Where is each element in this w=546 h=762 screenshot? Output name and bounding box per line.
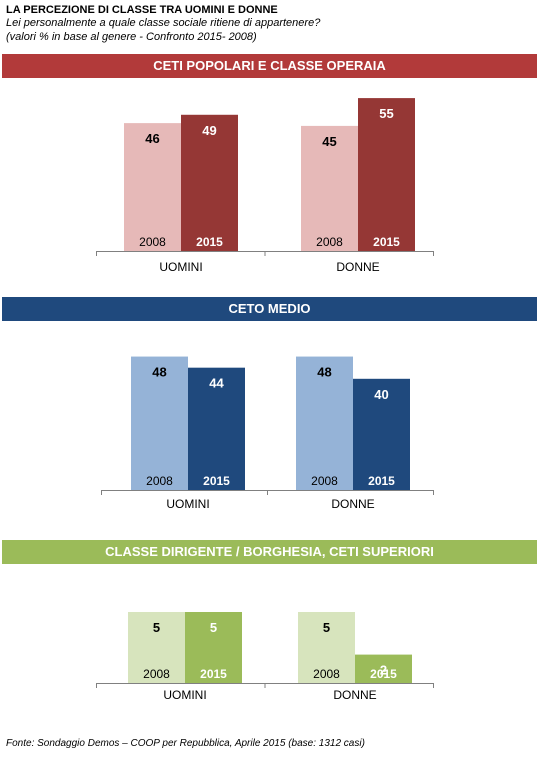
banner-ceti-popolari: CETI POPOLARI E CLASSE OPERAIA xyxy=(2,54,537,78)
series-year-label: 2015 xyxy=(203,474,230,488)
bar-2015-donne xyxy=(353,378,410,490)
data-label: 5 xyxy=(153,620,160,635)
data-label: 48 xyxy=(317,365,331,380)
series-year-label: 2008 xyxy=(143,667,170,681)
series-year-label: 2015 xyxy=(368,474,395,488)
data-label: 48 xyxy=(152,365,166,380)
series-year-label: 2015 xyxy=(200,667,227,681)
data-label: 49 xyxy=(202,123,216,138)
chart-ceti-popolari: 46 2008 49 2015 UOMINI 45 2008 55 2015 DONNE xyxy=(96,98,434,274)
category-label: UOMINI xyxy=(166,497,209,511)
data-label: 40 xyxy=(374,387,388,402)
category-label: DONNE xyxy=(333,688,376,702)
bar-2008-uomini xyxy=(131,356,188,490)
series-year-label: 2008 xyxy=(313,667,340,681)
bar-2008-donne xyxy=(298,612,355,683)
data-label: 44 xyxy=(209,376,224,391)
series-year-label: 2008 xyxy=(139,235,166,249)
series-year-label: 2015 xyxy=(370,667,397,681)
bar-2015-uomini xyxy=(185,612,242,683)
note-subtitle: (valori % in base al genere - Confronto … xyxy=(6,31,257,43)
bar-2015-donne xyxy=(355,654,412,683)
data-label: 55 xyxy=(379,106,393,121)
data-label: 5 xyxy=(323,620,330,635)
series-year-label: 2008 xyxy=(311,474,338,488)
bar-2008-uomini xyxy=(128,612,185,683)
source-footnote: Fonte: Sondaggio Demos – COOP per Repubb… xyxy=(6,738,365,749)
bar-2015-uomini xyxy=(181,114,238,251)
category-label: DONNE xyxy=(336,260,379,274)
bar-2008-donne xyxy=(301,125,358,251)
banner-ceto-medio: CETO MEDIO xyxy=(2,297,537,321)
data-label: 45 xyxy=(322,134,336,149)
question-subtitle: Lei personalmente a quale classe sociale… xyxy=(6,17,321,29)
data-label: 46 xyxy=(145,131,159,146)
series-year-label: 2008 xyxy=(146,474,173,488)
page-title: LA PERCEZIONE DI CLASSE TRA UOMINI E DON… xyxy=(6,4,278,16)
series-year-label: 2015 xyxy=(373,235,400,249)
bar-2008-donne xyxy=(296,356,353,490)
category-label: DONNE xyxy=(331,497,374,511)
series-year-label: 2008 xyxy=(316,235,343,249)
bar-2015-uomini xyxy=(188,367,245,490)
category-label: UOMINI xyxy=(159,260,202,274)
category-label: UOMINI xyxy=(163,688,206,702)
data-label: 5 xyxy=(210,620,217,635)
banner-classe-dirigente: CLASSE DIRIGENTE / BORGHESIA, CETI SUPER… xyxy=(2,540,537,564)
series-year-label: 2015 xyxy=(196,235,223,249)
bar-2015-donne xyxy=(358,98,415,251)
data-label: 2 xyxy=(380,663,387,678)
chart-ceto-medio: 48 2008 44 2015 UOMINI 48 2008 40 2015 DONNE xyxy=(101,356,434,511)
bar-2008-uomini xyxy=(124,123,181,251)
